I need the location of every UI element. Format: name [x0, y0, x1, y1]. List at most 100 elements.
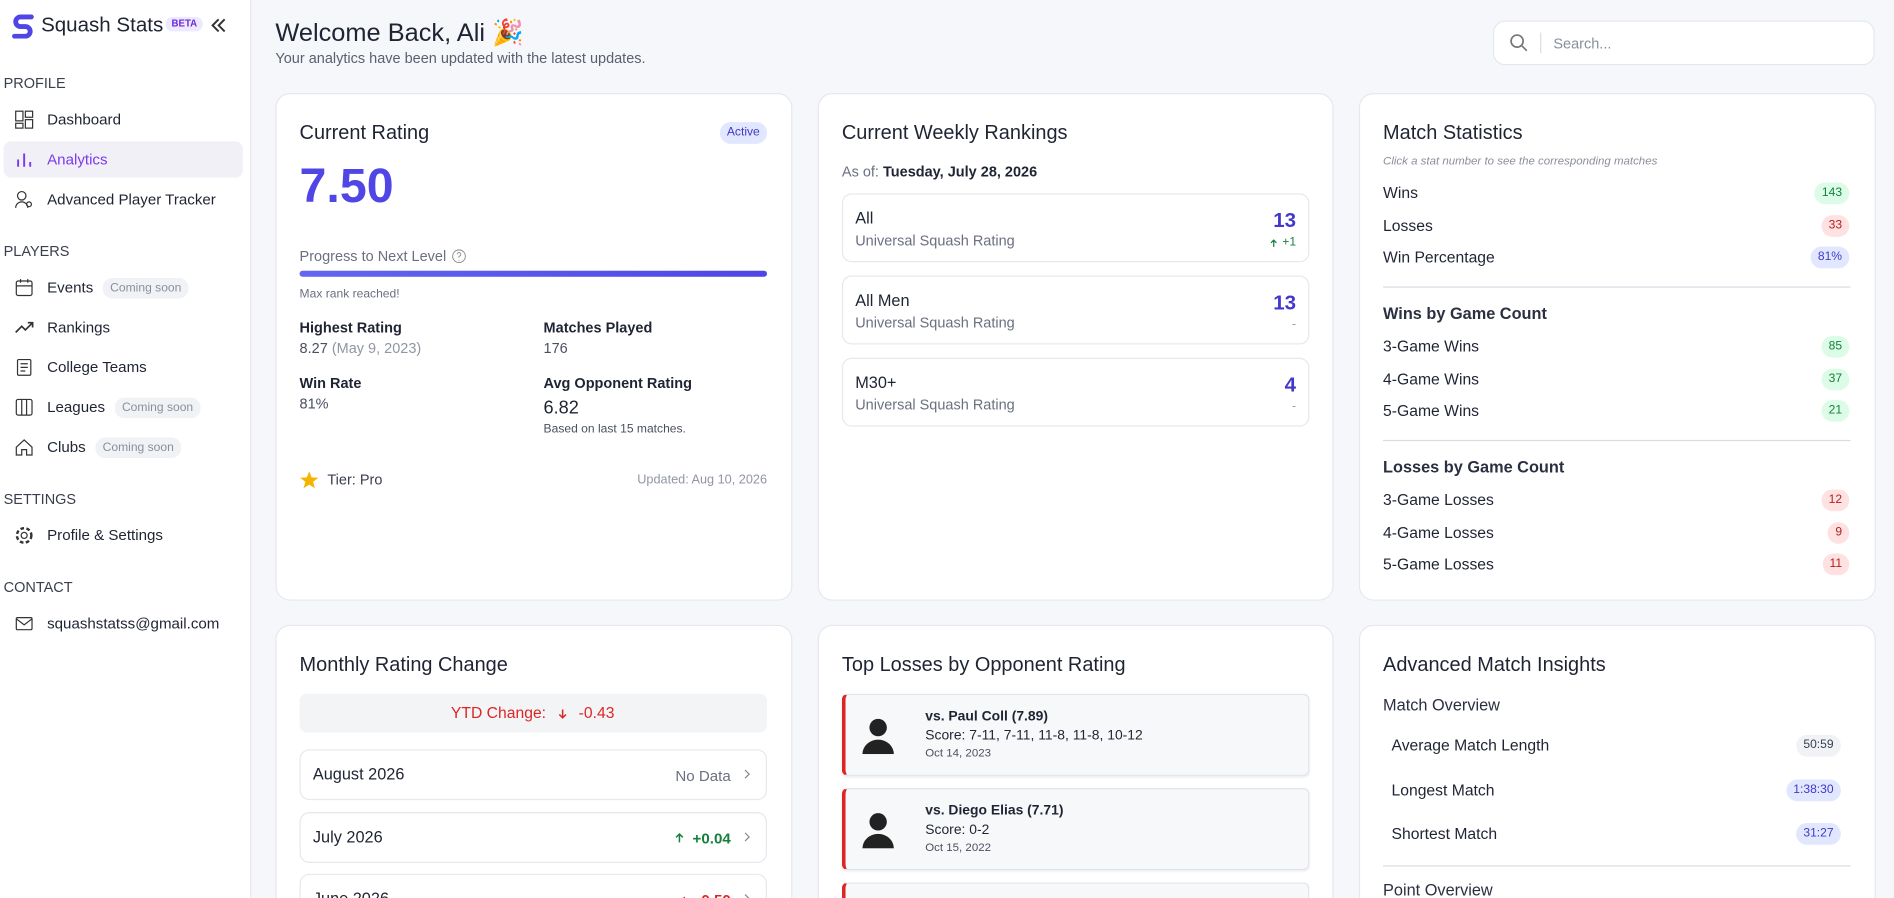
ranking-system: Universal Squash Rating: [855, 314, 1015, 332]
nav-label: College Teams: [47, 358, 147, 376]
nav-icon: [14, 438, 33, 457]
nav-icon: [14, 278, 33, 297]
stat-note: Based on last 15 matches.: [543, 423, 686, 437]
ranking-row[interactable]: [841, 275, 1310, 345]
month-name: June 2026: [313, 887, 389, 898]
insight-label: Shortest Match: [1391, 824, 1498, 843]
stat-row-label[interactable]: 5-Game Wins: [1383, 401, 1480, 420]
beta-badge: BETA: [165, 16, 204, 32]
ranking-change: -: [1292, 395, 1296, 419]
nav-item[interactable]: Leagues Coming soon: [47, 395, 201, 419]
nav-item[interactable]: Dashboard: [47, 108, 121, 132]
nav-item[interactable]: Clubs Coming soon: [47, 435, 182, 459]
nav-label: Events: [47, 279, 94, 297]
collapse-button[interactable]: [210, 17, 227, 34]
nav-label: Profile & Settings: [47, 526, 163, 544]
stat-value: 81%: [300, 392, 329, 416]
month-name: July 2026: [312, 827, 383, 846]
ranking-change: -: [1292, 313, 1296, 337]
stat-value-text: 6.82: [543, 397, 579, 419]
stat-row-value: 143: [1814, 182, 1850, 205]
chevron: [742, 831, 753, 842]
month-row[interactable]: [299, 811, 768, 863]
stat-row-value: 33: [1821, 214, 1850, 237]
welcome-title: Welcome Back, Ali 🎉: [275, 19, 524, 48]
loss-row[interactable]: [841, 788, 1310, 871]
stat-row-label[interactable]: 4-Game Losses: [1383, 522, 1494, 541]
nav-label: Analytics: [47, 151, 108, 168]
coming-soon-badge: Coming soon: [95, 436, 182, 458]
stats-card: [1358, 93, 1876, 601]
search-box[interactable]: [1492, 20, 1875, 66]
loss-date: Oct 14, 2023: [925, 746, 991, 761]
stat-row-value: 12: [1821, 489, 1850, 512]
coming-soon-badge: Coming soon: [102, 277, 189, 298]
month-change: +0.04: [673, 826, 731, 850]
nav-item[interactable]: College Teams: [47, 355, 147, 379]
nav-item[interactable]: squashstatss@gmail.com: [47, 612, 219, 636]
nav-label: squashstatss@gmail.com: [47, 615, 220, 633]
insight-label: Longest Match: [1391, 780, 1495, 799]
nav-item[interactable]: Rankings: [47, 315, 110, 339]
ranking-system: Universal Squash Rating: [855, 396, 1015, 414]
stat-row-label[interactable]: 3-Game Losses: [1383, 490, 1494, 509]
nav-label: Rankings: [47, 319, 111, 336]
progress-label-text: Progress to Next Level: [299, 247, 447, 265]
ranking-rank: 4: [1284, 373, 1297, 397]
stat-row-label[interactable]: Wins: [1383, 183, 1418, 202]
month-change-text: No Data: [675, 767, 731, 785]
stat-row-label[interactable]: Win Percentage: [1383, 247, 1495, 266]
nav-item[interactable]: Analytics: [47, 147, 107, 171]
stat-value: 176: [544, 336, 568, 360]
nav-label: Advanced Player Tracker: [47, 190, 216, 208]
stat-row-value: 9: [1828, 521, 1850, 544]
ytd-value: -0.43: [578, 703, 615, 722]
month-change: -0.50: [677, 888, 731, 898]
stat-row-value: 21: [1821, 400, 1850, 422]
section-title: CONTACT: [3, 578, 73, 596]
ranking-rank: 13: [1273, 291, 1297, 315]
progress-fill: [299, 270, 768, 277]
month-row[interactable]: [299, 873, 768, 898]
stat-row-label[interactable]: 4-Game Wins: [1383, 369, 1480, 388]
stat-row-label[interactable]: 3-Game Wins: [1383, 337, 1480, 356]
stat-value-text: 176: [543, 339, 568, 357]
month-name: August 2026: [312, 765, 405, 784]
card-title: Monthly Rating Change: [299, 653, 508, 676]
month-change-text: -0.50: [696, 888, 730, 898]
loss-opponent: vs. Paul Coll (7.89): [925, 709, 1049, 724]
stat-row-value: 37: [1821, 368, 1850, 390]
card-title: Top Losses by Opponent Rating: [841, 653, 1126, 676]
progress-note: Max rank reached!: [299, 287, 400, 301]
search-placeholder[interactable]: Search...: [1553, 35, 1612, 52]
month-change: No Data: [675, 764, 730, 788]
rating-card: [275, 93, 793, 601]
section-title: SETTINGS: [3, 490, 77, 508]
stat-row-label[interactable]: 5-Game Losses: [1383, 554, 1494, 573]
divider: [1383, 286, 1851, 288]
ranking-change-text: +1: [1282, 235, 1297, 249]
month-change-text: +0.04: [692, 829, 731, 847]
loss-opponent: vs. Diego Elias (7.71): [925, 803, 1064, 819]
status-badge: Active: [719, 122, 768, 144]
insight-label: Average Match Length: [1391, 736, 1550, 755]
stat-label: Win Rate: [299, 374, 362, 392]
nav-item[interactable]: Events Coming soon: [47, 276, 189, 300]
divider: [1383, 439, 1851, 442]
nav-icon: [14, 150, 33, 169]
ranking-name: All Men: [855, 291, 910, 310]
insight-value: 50:59: [1796, 734, 1841, 757]
loss-row[interactable]: [841, 693, 1310, 776]
nav-item[interactable]: Advanced Player Tracker: [47, 187, 216, 211]
stat-row-label[interactable]: Losses: [1383, 215, 1433, 234]
month-row[interactable]: [299, 749, 768, 801]
stat-row-value: 11: [1822, 553, 1850, 576]
ranking-row[interactable]: [841, 193, 1310, 263]
tier-star: [300, 470, 319, 489]
section-title: PROFILE: [3, 74, 66, 92]
avatar: [859, 810, 898, 849]
insight-value: 31:27: [1796, 823, 1841, 845]
nav-item[interactable]: Profile & Settings: [47, 523, 163, 547]
ranking-row[interactable]: [841, 357, 1310, 427]
